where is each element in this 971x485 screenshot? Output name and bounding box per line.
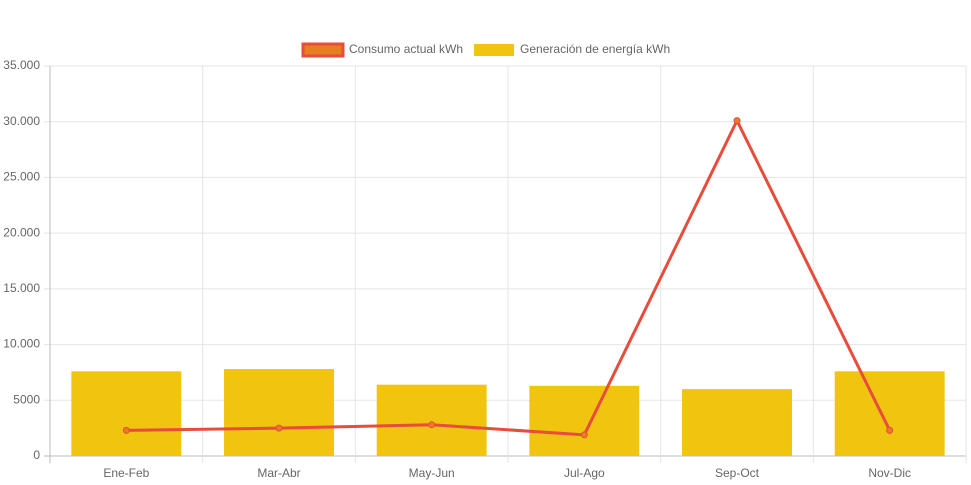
x-tick-label: Ene-Feb <box>103 466 149 480</box>
x-tick-label: Sep-Oct <box>715 466 760 480</box>
y-tick-label: 35.000 <box>3 58 40 72</box>
bar <box>224 369 334 456</box>
x-tick-label: Nov-Dic <box>868 466 911 480</box>
bar <box>71 371 182 456</box>
y-tick-label: 5000 <box>13 392 40 406</box>
legend-swatch <box>474 44 515 56</box>
line <box>126 117 892 437</box>
point <box>886 426 894 434</box>
legend-swatch <box>301 42 345 58</box>
point <box>275 424 283 432</box>
y-tick-label: 30.000 <box>3 114 40 128</box>
point <box>733 117 741 125</box>
y-tick-label: 0 <box>33 448 40 462</box>
legend-label: Consumo actual kWh <box>349 42 463 56</box>
bar <box>682 389 792 456</box>
point <box>428 421 436 429</box>
bar <box>834 371 945 456</box>
y-tick-label: 25.000 <box>3 170 40 184</box>
x-tick-label: Mar-Abr <box>257 466 300 480</box>
x-tick-label: Jul-Ago <box>564 466 605 480</box>
legend-label: Generación de energía kWh <box>520 42 670 56</box>
bar <box>376 384 487 456</box>
y-tick-label: 20.000 <box>3 225 40 239</box>
point <box>122 426 130 434</box>
bar <box>529 385 640 456</box>
x-tick-label: May-Jun <box>409 466 455 480</box>
point <box>580 431 588 439</box>
y-tick-label: 10.000 <box>3 337 40 351</box>
y-tick-label: 15.000 <box>3 281 40 295</box>
